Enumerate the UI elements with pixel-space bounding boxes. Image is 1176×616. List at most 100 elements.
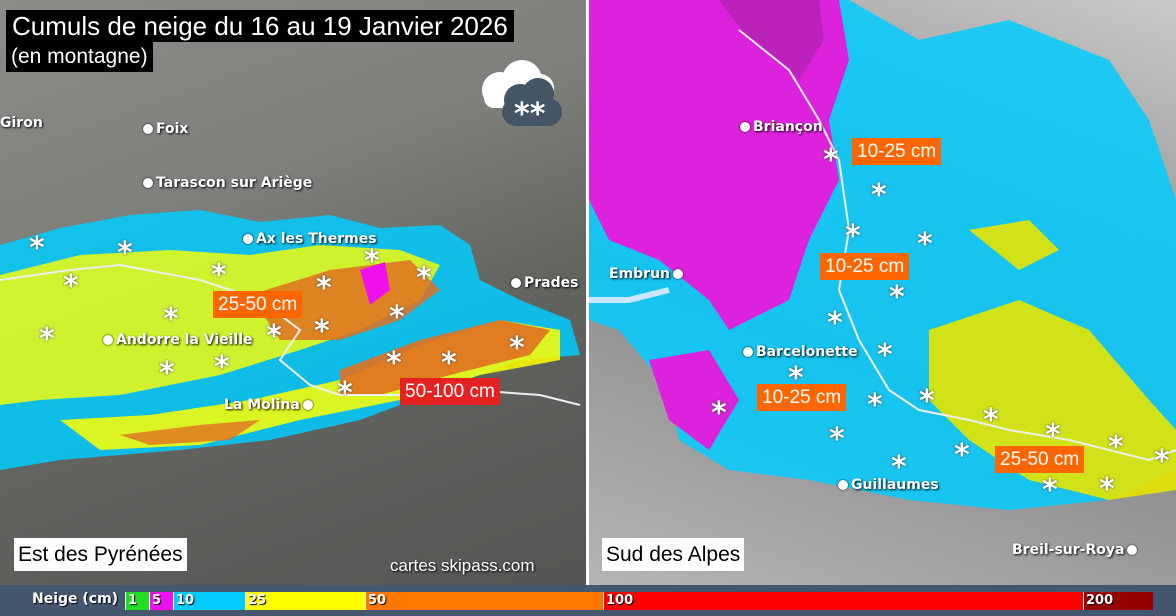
snowflake-icon: * xyxy=(441,346,457,381)
snowflake-icon: * xyxy=(39,322,55,357)
city-guillaumes: Guillaumes xyxy=(838,477,939,493)
map-panel-pyrenees: Cumuls de neige du 16 au 19 Janvier 2026… xyxy=(0,0,586,585)
snow-badge: 25-50 cm xyxy=(213,291,303,318)
snowflake-icon: * xyxy=(823,143,839,178)
snowflake-icon: * xyxy=(954,438,970,473)
legend-stop-50: 50 xyxy=(365,592,603,610)
city-dot xyxy=(302,400,313,410)
snowflake-icon: * xyxy=(29,231,45,266)
snowflake-icon: * xyxy=(1108,430,1124,465)
map-subtitle: (en montagne) xyxy=(6,42,153,72)
city-label: Giron xyxy=(0,115,43,131)
snowflake-icon: * xyxy=(1042,473,1058,508)
svg-text:**: ** xyxy=(514,97,546,132)
snowflake-icon: * xyxy=(211,258,227,293)
snowflake-icon: * xyxy=(919,384,935,419)
snowflake-icon: * xyxy=(845,219,861,254)
snowflake-icon: * xyxy=(829,422,845,457)
credit: cartes skipass.com xyxy=(390,556,535,575)
city-dot xyxy=(143,178,153,188)
legend-stop-10: 10 xyxy=(173,592,245,610)
cloud-snow-icon: ** xyxy=(482,60,562,132)
snowflake-icon: * xyxy=(416,261,432,296)
city-dot xyxy=(511,278,521,288)
city-dot xyxy=(1127,545,1138,555)
city-label: Breil-sur-Roya xyxy=(1012,542,1125,558)
legend-stop-25: 25 xyxy=(245,592,365,610)
city-dot xyxy=(103,335,113,345)
city-dot xyxy=(743,347,753,357)
snowflake-icon: * xyxy=(867,388,883,423)
city-briancon: Briançon xyxy=(740,119,823,135)
snowflake-icon: * xyxy=(871,178,887,213)
snowflake-icon: * xyxy=(711,396,727,431)
snow-badge: 50-100 cm xyxy=(400,378,500,405)
snowflake-icon: * xyxy=(117,236,133,271)
city-label: Prades xyxy=(524,275,579,291)
snowflake-icon: * xyxy=(386,346,402,381)
city-embrun: Embrun xyxy=(609,266,684,282)
city-label: Embrun xyxy=(609,266,671,282)
city-dot xyxy=(143,124,153,134)
city-la-molina: La Molina xyxy=(224,397,313,413)
snowflake-icon: * xyxy=(316,271,332,306)
snowflake-icon: * xyxy=(266,319,282,354)
city-tarascon: Tarascon sur Ariège xyxy=(143,175,312,191)
snowflake-icon: * xyxy=(889,280,905,315)
snowflake-icon: * xyxy=(1045,418,1061,453)
snowflake-icon: * xyxy=(983,403,999,438)
snowflake-icon: * xyxy=(509,331,525,366)
snow-badge: 10-25 cm xyxy=(852,138,942,165)
legend-stop-1: 1 xyxy=(125,592,149,610)
city-andorre: Andorre la Vieille xyxy=(103,332,253,348)
city-foix: Foix xyxy=(143,121,188,137)
city-dot xyxy=(838,480,848,490)
city-prades: Prades xyxy=(511,275,578,291)
snowflake-icon: * xyxy=(159,356,175,391)
city-ax-les-thermes: Ax les Thermes xyxy=(243,231,377,247)
city-dot xyxy=(243,234,253,244)
city-label: Ax les Thermes xyxy=(256,231,377,247)
city-label: Guillaumes xyxy=(851,477,939,493)
snowflake-icon: * xyxy=(1099,472,1115,507)
city-dot xyxy=(740,122,750,132)
legend-stop-5: 5 xyxy=(149,592,173,610)
snowflake-icon: * xyxy=(827,306,843,341)
city-dot xyxy=(673,269,684,279)
legend-stop-100: 100 xyxy=(603,592,1083,610)
snowflake-icon: * xyxy=(788,361,804,396)
snowflake-icon: * xyxy=(364,244,380,279)
snowflake-icon: * xyxy=(917,227,933,262)
snow-legend: Neige (cm) 1 5 10 25 50 100 200 xyxy=(0,585,1176,616)
city-label: Barcelonette xyxy=(756,344,858,360)
map-panel-alpes: Briançon Embrun Barcelonette Guillaumes … xyxy=(589,0,1176,585)
city-label: La Molina xyxy=(224,397,300,413)
snowflake-icon: * xyxy=(63,269,79,304)
snow-layer xyxy=(589,0,1176,510)
snowflake-icon: * xyxy=(877,338,893,373)
city-label: Andorre la Vieille xyxy=(116,332,253,348)
snowflake-icon: * xyxy=(389,300,405,335)
city-label: Tarascon sur Ariège xyxy=(156,175,313,191)
snowflake-icon: * xyxy=(1154,444,1170,479)
map-title: Cumuls de neige du 16 au 19 Janvier 2026 xyxy=(6,10,514,42)
snowflake-icon: * xyxy=(337,376,353,411)
snowflake-icon: * xyxy=(891,450,907,485)
city-label: Briançon xyxy=(753,119,823,135)
city-label: Foix xyxy=(156,121,189,137)
snow-badge: 10-25 cm xyxy=(820,253,910,280)
snow-badge: 10-25 cm xyxy=(757,384,847,411)
snow-layer xyxy=(0,210,581,470)
region-label: Est des Pyrénées xyxy=(14,538,187,571)
snowflake-icon: * xyxy=(163,302,179,337)
legend-title: Neige (cm) xyxy=(32,591,119,607)
snow-badge: 25-50 cm xyxy=(995,446,1085,473)
city-breil-sur-roya: Breil-sur-Roya xyxy=(1012,542,1138,558)
panel-divider xyxy=(586,0,589,585)
legend-stop-200: 200 xyxy=(1083,592,1153,610)
snowflake-icon: * xyxy=(314,314,330,349)
region-label: Sud des Alpes xyxy=(602,538,745,571)
snowflake-icon: * xyxy=(214,350,230,385)
city-giron: Giron xyxy=(0,115,43,131)
city-barcelonette: Barcelonette xyxy=(743,344,858,360)
